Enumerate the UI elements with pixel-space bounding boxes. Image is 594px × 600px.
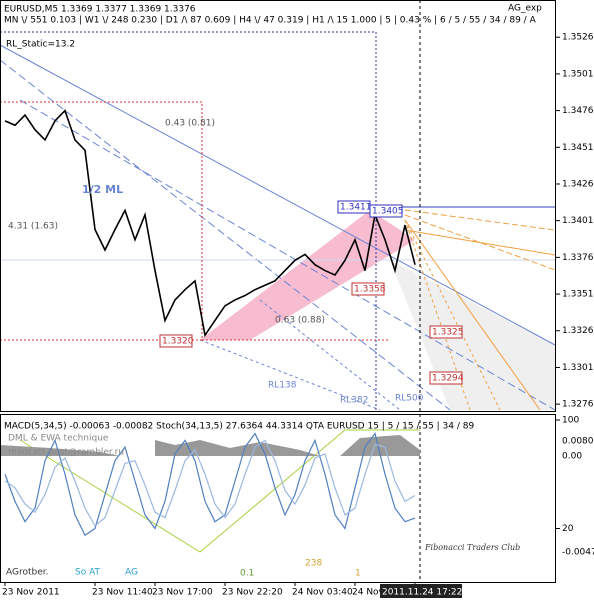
annotation: 238: [305, 559, 322, 569]
annotation: 0.63 (0.88): [275, 316, 325, 326]
annotation: 0.0080: [562, 437, 594, 447]
x-tick-label: 24 Nov 03:40: [292, 588, 353, 598]
x-tick-label: 2011.11.24 17:22: [382, 588, 462, 598]
y-tick-label: 1.3351: [562, 290, 594, 300]
y-tick-label: 20: [562, 524, 574, 534]
annotation: RL382: [340, 396, 368, 406]
fib-line: [199, 339, 381, 411]
annotation: RL138: [268, 381, 297, 391]
annotation: AG: [125, 568, 138, 578]
annotation: DML & EWA technique: [8, 434, 109, 444]
price-label-box: [429, 371, 463, 385]
annotation: 1/2 ML: [82, 183, 123, 196]
y-tick-label: 1.3451: [562, 143, 594, 153]
annotation: 0.43 (0.81): [165, 119, 215, 129]
annotation: Fibonacci Traders Club: [424, 543, 520, 552]
annotation: 1.3320: [162, 337, 194, 347]
box: [0, 101, 203, 341]
annotation: 4.31 (1.63): [8, 222, 58, 232]
x-tick-label: 23 Nov 22:20: [222, 588, 283, 598]
decorations: [0, 0, 556, 582]
annotation: 1: [355, 569, 361, 579]
price-label-box: [429, 325, 463, 339]
price-label-box: [159, 334, 193, 348]
y-tick-label: 100: [562, 416, 579, 426]
annotation: 0.1: [240, 569, 254, 579]
macd-histogram: [0, 445, 120, 456]
oscillator-panel: [0, 414, 556, 583]
subtitle: MN \/ 551 0.103 | W1 \/ 248 0.230 | D1 /…: [4, 16, 537, 26]
panel-title: MACD(5,34,5) -0.00063 -0.00082 Stoch(34,…: [4, 422, 474, 432]
fib-line: [0, 44, 556, 346]
fan-line: [404, 229, 556, 256]
fib-line: [19, 99, 556, 411]
annotation: 1.3405: [372, 207, 404, 217]
annotation: AGrotber.: [6, 568, 49, 578]
x-tick-label: 23 Nov 2011: [2, 588, 60, 598]
fan-line: [404, 219, 541, 411]
price-label-box: [351, 282, 385, 296]
series-line: [4, 109, 416, 338]
x-tick-label: 23 Nov 11:40: [92, 588, 153, 598]
annotation: RL_Static=13.2: [6, 40, 75, 50]
annotation: So AT: [75, 568, 101, 578]
x-cursor-box: [380, 584, 462, 598]
annotation: 1.3294: [432, 374, 464, 384]
series-line: [4, 439, 416, 527]
y-tick-label: 1.3376: [562, 253, 594, 263]
y-tick-label: 1.3501: [562, 69, 594, 79]
annotation: 1.3325: [432, 328, 464, 338]
y-tick-label: 1.3401: [562, 216, 594, 226]
panel-title: EURUSD,M5 1.3369 1.3377 1.3369 1.3376: [4, 5, 196, 15]
axes: [0, 0, 556, 583]
y-tick-label: 1.3326: [562, 326, 594, 336]
y-tick-label: 1.3276: [562, 400, 594, 410]
y-tick-label: 1.3426: [562, 179, 594, 189]
price-label-box: [369, 204, 403, 218]
annotation: AG_exp: [508, 4, 542, 14]
annotation: 0.00: [562, 452, 582, 462]
y-tick-label: 1.3526: [562, 33, 594, 43]
annotation: -0.00477: [562, 548, 594, 558]
y-tick-label: 1.3301: [562, 363, 594, 373]
x-tick-label: 23 Nov 17:00: [152, 588, 213, 598]
zigzag: [19, 429, 420, 553]
annotation: 1.3358: [354, 285, 386, 295]
series-line: [4, 432, 416, 537]
fan-line: [404, 209, 556, 231]
fib-line: [0, 59, 451, 411]
channel: [200, 210, 415, 340]
annotation: madcatt-post@rambler.ru: [8, 448, 124, 458]
price-panel: [0, 0, 556, 412]
annotation: RL500: [395, 394, 424, 404]
annotation: 1.3411: [340, 203, 372, 213]
y-tick-label: 1.3476: [562, 106, 594, 116]
